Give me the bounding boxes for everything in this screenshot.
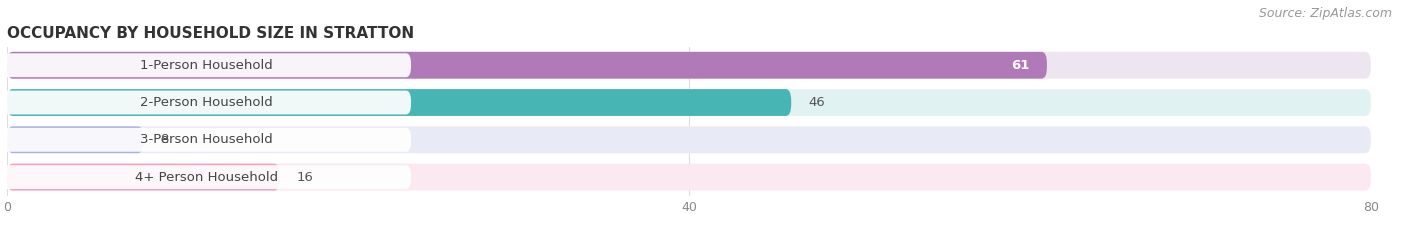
FancyBboxPatch shape [7, 89, 1371, 116]
FancyBboxPatch shape [7, 164, 280, 191]
FancyBboxPatch shape [7, 52, 1047, 79]
Text: 8: 8 [160, 133, 169, 146]
Text: 61: 61 [1011, 59, 1029, 72]
Text: OCCUPANCY BY HOUSEHOLD SIZE IN STRATTON: OCCUPANCY BY HOUSEHOLD SIZE IN STRATTON [7, 26, 415, 41]
FancyBboxPatch shape [7, 126, 143, 153]
FancyBboxPatch shape [1, 165, 411, 189]
FancyBboxPatch shape [1, 128, 411, 152]
Text: 2-Person Household: 2-Person Household [141, 96, 273, 109]
FancyBboxPatch shape [7, 126, 1371, 153]
FancyBboxPatch shape [7, 164, 1371, 191]
FancyBboxPatch shape [1, 91, 411, 114]
FancyBboxPatch shape [7, 89, 792, 116]
FancyBboxPatch shape [7, 52, 1371, 79]
Text: Source: ZipAtlas.com: Source: ZipAtlas.com [1258, 7, 1392, 20]
Text: 1-Person Household: 1-Person Household [141, 59, 273, 72]
Text: 4+ Person Household: 4+ Person Household [135, 171, 278, 184]
Text: 16: 16 [297, 171, 314, 184]
Text: 3-Person Household: 3-Person Household [141, 133, 273, 146]
Text: 46: 46 [808, 96, 825, 109]
FancyBboxPatch shape [1, 53, 411, 77]
